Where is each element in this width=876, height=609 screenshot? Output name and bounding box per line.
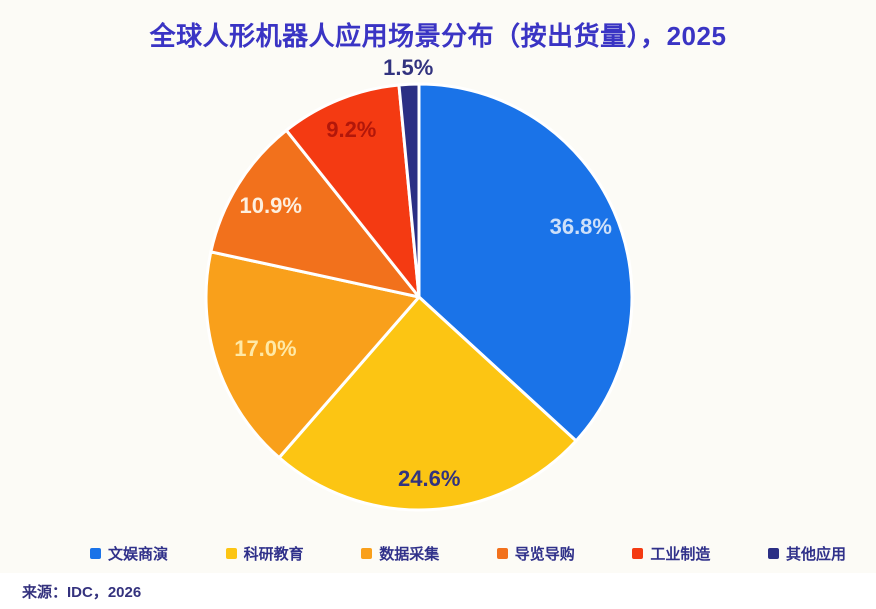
legend-label: 导览导购	[514, 546, 575, 563]
pie-slice-6	[397, 82, 421, 299]
legend-swatch-icon	[361, 548, 373, 559]
legend-swatch-icon	[496, 548, 508, 559]
legend-item-2: 科研教育	[225, 543, 304, 564]
pie-chart-svg: 36.8% 24.6% 17.0% 10.9% 9.2% 1.5%	[204, 55, 634, 512]
legend-label: 科研教育	[243, 546, 304, 563]
chart-title: 全球人形机器人应用场景分布（按出货量），2025	[149, 21, 727, 51]
legend-label: 工业制造	[650, 546, 711, 563]
legend: 文娱商演 科研教育 数据采集 导览导购 工业制造 其他应用	[0, 543, 876, 564]
pie-slice-value-label: 36.8%	[550, 214, 612, 239]
legend-swatch-icon	[225, 548, 237, 559]
legend-item-1: 文娱商演	[90, 543, 168, 564]
pie-slice-value-label: 17.0%	[234, 336, 296, 361]
pie-slice-5	[284, 83, 421, 299]
legend-label: 数据采集	[379, 546, 440, 563]
legend-label: 其他应用	[785, 546, 846, 563]
legend-swatch-icon	[632, 548, 644, 559]
source-bar: 来源：IDC，2026	[0, 573, 876, 609]
pie-slice-2	[277, 295, 578, 512]
legend-swatch-icon	[767, 548, 779, 559]
legend-item-5: 工业制造	[632, 543, 710, 564]
legend-label: 文娱商演	[108, 546, 169, 563]
legend-item-4: 导览导购	[496, 543, 575, 564]
pie-slice-value-label: 10.9%	[240, 193, 302, 218]
pie-slice-value-label: 9.2%	[326, 117, 376, 142]
pie-slice-3	[204, 250, 421, 460]
legend-item-3: 数据采集	[361, 543, 439, 564]
source-text: 来源：IDC，2026	[22, 583, 142, 601]
legend-swatch-icon	[90, 548, 101, 559]
pie-slice-value-label: 1.5%	[383, 55, 433, 80]
pie-slice-value-label: 24.6%	[398, 466, 460, 491]
legend-item-6: 其他应用	[767, 543, 846, 564]
pie-slice-4	[209, 128, 421, 299]
pie-slice-1	[417, 82, 634, 443]
